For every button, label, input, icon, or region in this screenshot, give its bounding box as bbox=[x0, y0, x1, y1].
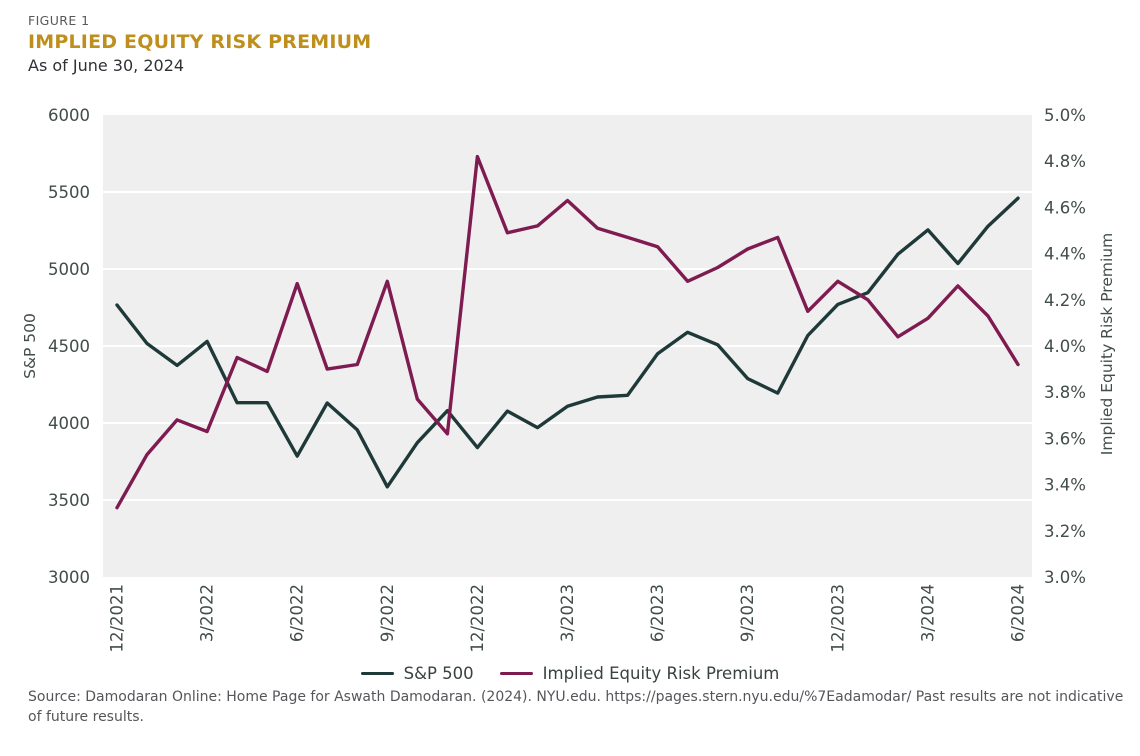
right-axis-tick-label: 3.6% bbox=[1044, 429, 1086, 448]
left-axis-tick-label: 6000 bbox=[48, 106, 90, 125]
x-axis-tick-label: 12/2022 bbox=[468, 584, 487, 653]
left-axis-title: S&P 500 bbox=[21, 313, 39, 379]
x-axis-tick-label: 9/2023 bbox=[738, 584, 757, 642]
right-axis-tick-label: 4.0% bbox=[1044, 337, 1086, 356]
sp500-line bbox=[115, 196, 1020, 489]
right-axis-title: Implied Equity Risk Premium bbox=[1098, 232, 1116, 456]
right-axis-tick-label: 3.4% bbox=[1044, 476, 1086, 495]
legend: S&P 500 Implied Equity Risk Premium bbox=[0, 664, 1140, 683]
x-axis-tick-label: 3/2024 bbox=[918, 584, 937, 642]
figure-label: FIGURE 1 bbox=[28, 13, 90, 28]
left-axis-tick-label: 5500 bbox=[48, 183, 90, 202]
x-axis-tick-label: 9/2022 bbox=[378, 584, 397, 642]
source-text: Source: Damodaran Online: Home Page for … bbox=[28, 689, 1124, 725]
right-axis-tick-label: 3.0% bbox=[1044, 568, 1086, 587]
sp500-line-swatch bbox=[360, 671, 394, 676]
legend-label-sp500: S&P 500 bbox=[403, 664, 474, 683]
x-axis-tick-label: 12/2023 bbox=[828, 584, 847, 653]
left-axis-tick-label: 4500 bbox=[48, 337, 90, 356]
x-axis-tick-label: 6/2024 bbox=[1009, 584, 1028, 642]
legend-label-erp: Implied Equity Risk Premium bbox=[542, 664, 780, 683]
x-axis-tick-label: 3/2023 bbox=[558, 584, 577, 642]
left-axis-tick-label: 5000 bbox=[48, 260, 90, 279]
x-axis-tick-label: 6/2023 bbox=[648, 584, 667, 642]
right-axis-tick-label: 3.8% bbox=[1044, 383, 1086, 402]
left-axis-tick-label: 3500 bbox=[48, 491, 90, 510]
chart-title: IMPLIED EQUITY RISK PREMIUM bbox=[28, 31, 372, 53]
x-axis-tick-label: 12/2021 bbox=[108, 584, 127, 653]
chart-subtitle: As of June 30, 2024 bbox=[28, 56, 185, 75]
right-axis-tick-label: 4.6% bbox=[1044, 198, 1086, 217]
right-axis-tick-label: 5.0% bbox=[1044, 106, 1086, 125]
legend-item-erp: Implied Equity Risk Premium bbox=[499, 664, 780, 683]
legend-item-sp500: S&P 500 bbox=[360, 664, 474, 683]
x-axis-tick-label: 6/2022 bbox=[288, 584, 307, 642]
right-axis-tick-label: 4.4% bbox=[1044, 245, 1086, 264]
erp-line bbox=[115, 154, 1020, 510]
right-axis-tick-label: 4.8% bbox=[1044, 152, 1086, 171]
left-axis-tick-label: 3000 bbox=[48, 568, 90, 587]
left-axis-tick-label: 4000 bbox=[48, 414, 90, 433]
erp-line-swatch bbox=[499, 671, 533, 676]
x-axis-tick-label: 3/2022 bbox=[198, 584, 217, 642]
right-axis-tick-label: 3.2% bbox=[1044, 522, 1086, 541]
right-axis-tick-label: 4.2% bbox=[1044, 291, 1086, 310]
